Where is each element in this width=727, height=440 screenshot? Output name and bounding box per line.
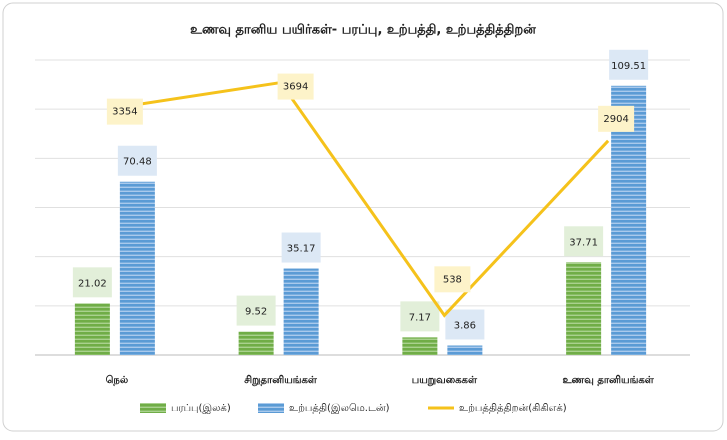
data-label: 70.48 [123, 157, 152, 168]
x-tick-label: உணவு தானியங்கள் [562, 374, 654, 386]
line [116, 80, 610, 318]
data-label-box [117, 145, 157, 176]
data-label-box [434, 266, 471, 293]
data-label-box [106, 98, 143, 125]
legend-label: உற்பத்தி(இலமெ.டன்) [289, 403, 390, 414]
data-label: 37.71 [569, 237, 598, 248]
data-label: 538 [443, 274, 462, 285]
data-label-box [609, 49, 649, 80]
legend-label: உற்பத்தித்திறன்(கிகிஎக்) [459, 403, 567, 414]
data-label-box [281, 232, 321, 263]
bar [283, 268, 319, 355]
data-label: 109.51 [611, 61, 646, 72]
bar [74, 303, 110, 355]
chart-frame [2, 2, 724, 432]
data-label-box [445, 309, 485, 340]
x-tick-label: பயறுவகைகள் [412, 375, 478, 386]
data-label: 3354 [112, 107, 137, 118]
data-label: 3.86 [454, 321, 476, 332]
legend-swatch [140, 403, 166, 413]
data-label-box [236, 295, 276, 326]
bar [402, 337, 438, 355]
data-label-box [400, 301, 440, 332]
x-tick-label: சிறுதானியங்கள் [244, 374, 318, 386]
x-tick-label: நெல் [106, 374, 129, 386]
data-label: 21.02 [78, 278, 107, 289]
data-label: 2904 [603, 114, 628, 125]
data-label-box [564, 226, 604, 257]
chart-title: உணவு தானிய பயிர்கள்- பரப்பு, உற்பத்தி, உ… [190, 23, 536, 38]
bar [566, 262, 602, 355]
data-label: 35.17 [287, 244, 316, 255]
data-label-box [72, 267, 112, 298]
data-label: 9.52 [245, 307, 267, 318]
bar [238, 331, 274, 355]
data-label: 3694 [283, 82, 308, 93]
data-label-box [277, 73, 314, 100]
data-label: 7.17 [409, 312, 431, 323]
bar [447, 345, 483, 355]
legend-label: பரப்பு(இலக்) [171, 403, 231, 414]
data-label-box [598, 105, 635, 132]
bar [119, 181, 155, 355]
legend-swatch [258, 403, 284, 413]
